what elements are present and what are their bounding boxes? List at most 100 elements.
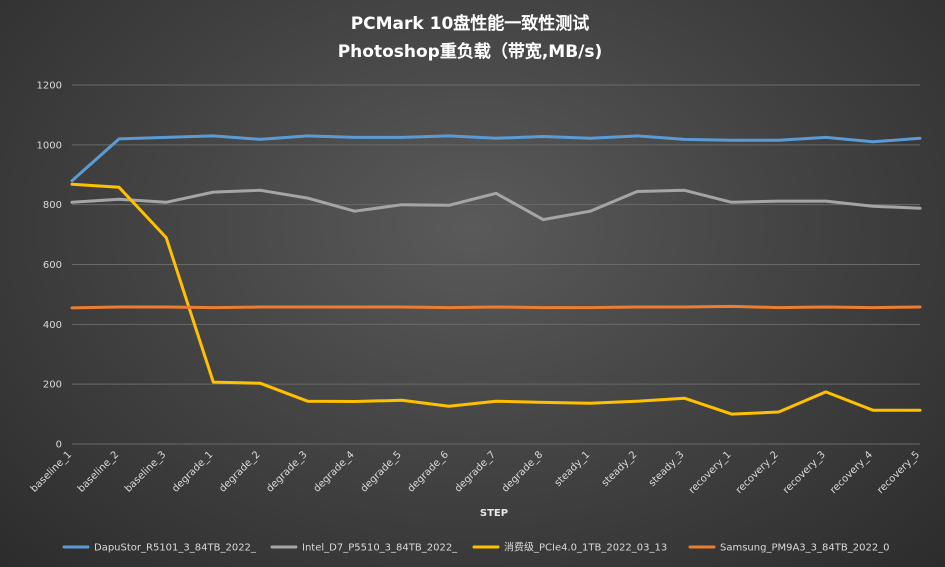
data-point <box>777 306 780 309</box>
series-line-1 <box>70 134 922 183</box>
data-point <box>165 305 168 308</box>
x-tick-label: degrade_7 <box>453 449 498 494</box>
data-point <box>824 200 827 203</box>
data-point <box>777 200 780 203</box>
data-point <box>683 189 686 192</box>
data-point <box>259 305 262 308</box>
data-point <box>353 305 356 308</box>
data-point <box>400 136 403 139</box>
data-point <box>495 305 497 308</box>
x-tick-label: recovery_1 <box>687 449 734 496</box>
data-point <box>212 191 215 194</box>
data-point <box>683 305 686 308</box>
data-point <box>777 410 780 413</box>
data-point <box>636 305 639 308</box>
data-point <box>212 134 215 137</box>
x-tick-label: steady_1 <box>553 449 593 489</box>
data-point <box>353 136 356 139</box>
x-tick-label: recovery_4 <box>828 449 875 496</box>
legend-label: Intel_D7_P5510_3_84TB_2022_ <box>302 543 458 554</box>
x-tick-label: recovery_2 <box>734 449 781 496</box>
data-point <box>212 381 215 384</box>
data-point <box>495 192 497 195</box>
data-point <box>306 197 309 200</box>
data-point <box>306 400 309 403</box>
data-point <box>636 134 639 137</box>
data-point <box>824 136 827 139</box>
x-tick-label: degrade_3 <box>264 449 309 494</box>
series-3-points <box>71 183 921 416</box>
x-tick-label: recovery_5 <box>875 449 922 496</box>
data-point <box>919 207 921 210</box>
y-axis-ticks: 0 200 400 600 800 1000 1200 <box>37 81 62 451</box>
data-point <box>730 139 733 142</box>
data-point <box>212 306 215 309</box>
x-tick-label: baseline_3 <box>123 449 168 494</box>
legend-label: DapuStor_R5101_3_84TB_2022_ <box>94 543 257 554</box>
x-tick-label: degrade_4 <box>312 449 357 494</box>
data-point <box>730 201 733 204</box>
data-point <box>919 137 921 140</box>
data-point <box>589 402 592 405</box>
data-point <box>824 305 827 308</box>
series-1-points <box>71 134 921 182</box>
data-point <box>824 390 827 393</box>
data-point <box>165 136 168 139</box>
data-point <box>71 179 73 182</box>
x-tick-label: degrade_5 <box>359 449 404 494</box>
y-tick-label: 400 <box>43 320 62 331</box>
data-point <box>71 306 73 309</box>
x-tick-label: degrade_6 <box>406 449 451 494</box>
data-point <box>306 305 309 308</box>
legend: DapuStor_R5101_3_84TB_2022_ Intel_D7_P551… <box>62 541 890 554</box>
data-point <box>447 204 450 207</box>
x-tick-label: degrade_1 <box>170 449 215 494</box>
data-point <box>542 401 545 404</box>
x-tick-label: baseline_1 <box>29 449 74 494</box>
y-tick-label: 200 <box>43 380 62 391</box>
data-point <box>919 409 921 412</box>
chart-title-line-1: PCMark 10盘性能一致性测试 <box>351 13 590 34</box>
grid-lines <box>72 84 920 445</box>
data-point <box>871 409 874 412</box>
data-point <box>589 137 592 140</box>
y-tick-label: 800 <box>43 200 62 211</box>
series-2-points <box>71 189 921 221</box>
data-point <box>447 306 450 309</box>
data-point <box>259 189 262 192</box>
data-point <box>118 137 121 140</box>
data-point <box>118 198 121 201</box>
data-point <box>542 218 545 221</box>
data-point <box>165 236 168 239</box>
x-tick-label: degrade_2 <box>217 449 262 494</box>
data-point <box>683 397 686 400</box>
data-point <box>71 183 73 186</box>
data-point <box>683 138 686 141</box>
data-point <box>871 140 874 143</box>
data-point <box>636 400 639 403</box>
legend-label: 消费级_PCIe4.0_1TB_2022_03_13 <box>504 541 667 554</box>
data-point <box>71 201 73 204</box>
data-point <box>118 186 121 189</box>
data-point <box>542 306 545 309</box>
data-point <box>730 305 733 308</box>
data-point <box>730 413 733 416</box>
data-point <box>400 305 403 308</box>
data-point <box>259 138 262 141</box>
data-point <box>447 405 450 408</box>
data-point <box>306 134 309 137</box>
series-4-points <box>71 305 921 309</box>
series-lines <box>70 134 922 416</box>
data-point <box>589 306 592 309</box>
data-point <box>542 135 545 138</box>
y-tick-label: 600 <box>43 260 62 271</box>
data-point <box>447 134 450 137</box>
data-point <box>400 399 403 402</box>
y-tick-label: 0 <box>56 440 62 451</box>
x-axis-title: STEP <box>480 508 508 519</box>
x-tick-label: degrade_8 <box>500 449 545 494</box>
data-point <box>495 137 497 140</box>
data-point <box>919 305 921 308</box>
